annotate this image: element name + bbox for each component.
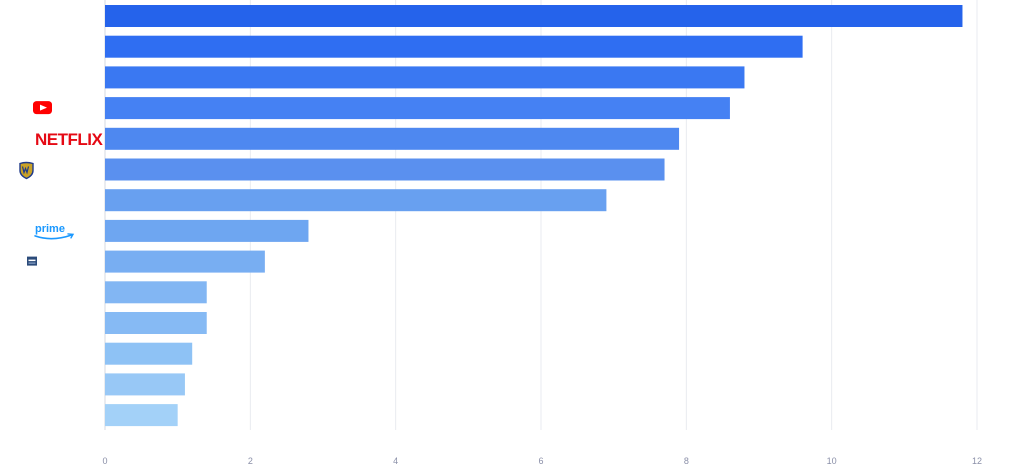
bar[interactable] bbox=[105, 5, 963, 27]
x-tick-label: 10 bbox=[827, 456, 837, 466]
prime-video-logo-icon: prime bbox=[34, 223, 75, 240]
x-tick-label: 2 bbox=[248, 456, 253, 466]
play-glyph bbox=[40, 104, 47, 111]
youtube-logo-icon bbox=[33, 101, 52, 115]
bar[interactable] bbox=[105, 342, 193, 365]
bar[interactable] bbox=[105, 97, 730, 120]
small-studio-logo-icon bbox=[27, 256, 37, 266]
bar[interactable] bbox=[105, 35, 803, 58]
studio-stripe bbox=[28, 262, 36, 264]
bar[interactable] bbox=[105, 250, 265, 273]
x-tick-label: 6 bbox=[538, 456, 543, 466]
x-tick-label: 8 bbox=[684, 456, 689, 466]
bar[interactable] bbox=[105, 373, 185, 396]
x-tick-label: 12 bbox=[972, 456, 982, 466]
bar[interactable] bbox=[105, 281, 207, 304]
wb-letters bbox=[21, 166, 30, 175]
bar[interactable] bbox=[105, 66, 745, 89]
netflix-wordmark: NETFLIX bbox=[35, 130, 103, 149]
amazon-arrow bbox=[67, 233, 75, 239]
bar[interactable] bbox=[105, 312, 207, 334]
amazon-smile bbox=[34, 234, 73, 240]
studio-stripe bbox=[28, 259, 36, 262]
bar[interactable] bbox=[105, 158, 665, 181]
bar[interactable] bbox=[105, 127, 680, 150]
warner-bros-logo-icon bbox=[19, 161, 34, 180]
x-tick-label: 0 bbox=[102, 456, 107, 466]
netflix-logo-icon: NETFLIX bbox=[35, 130, 104, 149]
bar[interactable] bbox=[105, 189, 607, 212]
prime-wordmark: prime bbox=[35, 223, 65, 235]
bar[interactable] bbox=[105, 404, 178, 427]
bar[interactable] bbox=[105, 219, 309, 242]
x-tick-label: 4 bbox=[393, 456, 398, 466]
